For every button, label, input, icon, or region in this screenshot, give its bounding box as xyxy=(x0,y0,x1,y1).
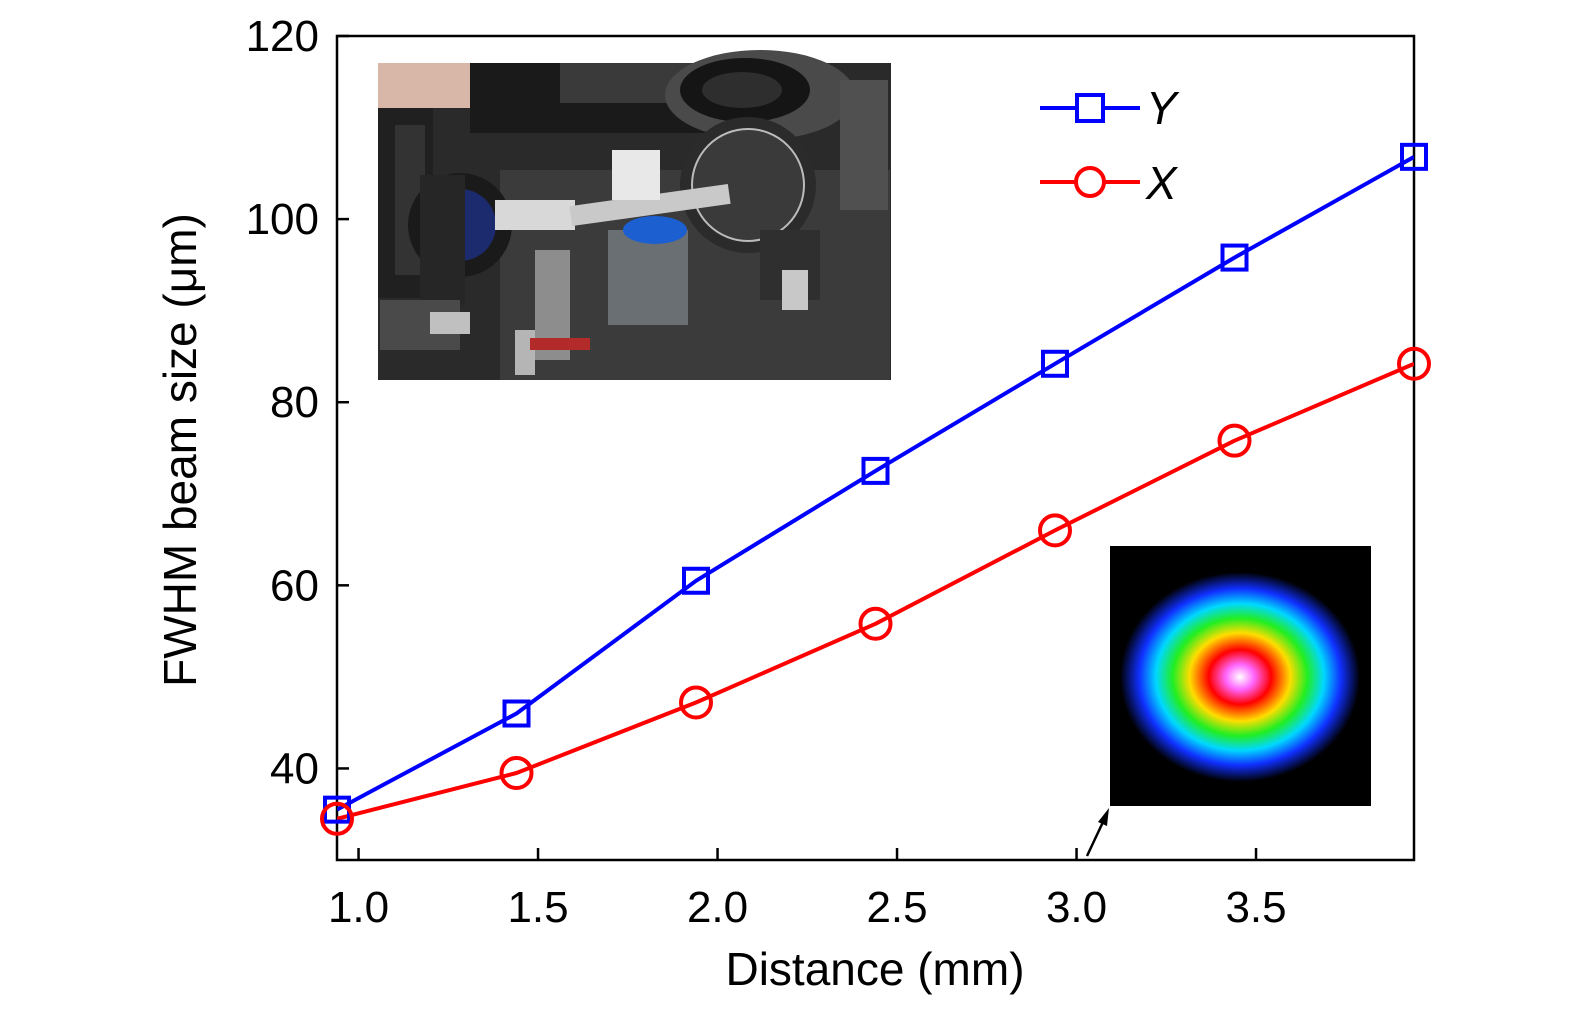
y-tick-label: 120 xyxy=(246,12,319,61)
x-tick-label: 1.0 xyxy=(328,883,389,932)
series-line-x xyxy=(337,361,1414,821)
data-point-x xyxy=(1397,346,1431,381)
x-tick-label: 3.0 xyxy=(1046,883,1107,932)
x-axis: 1.0 1.5 2.0 2.5 3.0 3.5 xyxy=(328,848,1287,932)
y-tick-label: 40 xyxy=(270,744,319,793)
series-layer xyxy=(337,155,1414,821)
series-line-y xyxy=(337,155,1414,812)
y-tick-label: 60 xyxy=(270,561,319,610)
legend: Y X xyxy=(1040,82,1180,209)
data-point-y xyxy=(1041,349,1069,378)
y-tick-label: 100 xyxy=(246,195,319,244)
plot-frame xyxy=(335,34,1416,862)
y-axis-title: FWHM beam size (μm) xyxy=(154,213,206,687)
legend-item-y: Y xyxy=(1040,82,1180,134)
beam-profile-inset xyxy=(1110,546,1371,806)
data-point-x xyxy=(320,801,354,836)
data-point-y xyxy=(1220,243,1249,272)
data-point-x xyxy=(1217,423,1252,458)
data-point-y xyxy=(1400,142,1428,171)
data-point-x xyxy=(679,685,713,720)
data-point-y xyxy=(861,456,890,485)
pointer-arrow xyxy=(1085,808,1109,857)
legend-label-x: X xyxy=(1145,157,1179,209)
data-point-y xyxy=(682,566,710,595)
x-tick-label: 3.5 xyxy=(1225,883,1286,932)
x-tick-label: 2.0 xyxy=(687,883,748,932)
y-tick-label: 80 xyxy=(270,378,319,427)
data-point-x xyxy=(858,606,893,641)
y-axis: 40 60 80 100 120 xyxy=(246,12,349,793)
marker-layer xyxy=(320,142,1431,836)
optical-setup-photo xyxy=(378,50,891,380)
data-point-x xyxy=(499,756,534,791)
legend-item-x: X xyxy=(1040,157,1179,209)
data-point-x xyxy=(1038,513,1072,548)
x-tick-label: 1.5 xyxy=(507,883,568,932)
x-tick-label: 2.5 xyxy=(866,883,927,932)
data-point-y xyxy=(502,699,531,728)
legend-label-y: Y xyxy=(1146,82,1180,134)
x-axis-title: Distance (mm) xyxy=(725,943,1024,995)
